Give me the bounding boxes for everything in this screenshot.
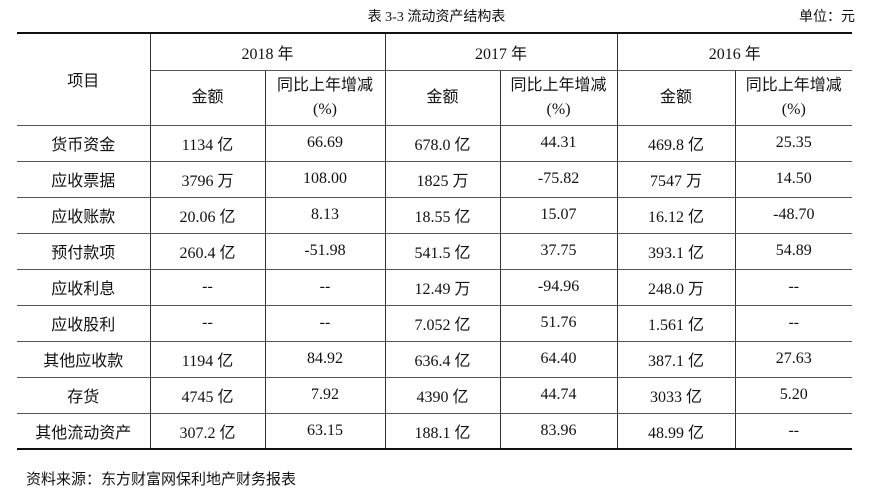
table-cell: 44.31 <box>499 125 618 162</box>
table-cell: 63.15 <box>264 413 386 450</box>
table-cell: 636.4 亿 <box>384 341 501 378</box>
table-cell: 188.1 亿 <box>384 413 501 450</box>
table-cell: -- <box>149 305 266 342</box>
column-header: 金额 <box>384 70 501 126</box>
table-cell: -48.70 <box>734 197 853 234</box>
table-cell: 18.55 亿 <box>384 197 501 234</box>
table-cell: 1825 万 <box>384 161 501 198</box>
table-cell: 260.4 亿 <box>149 233 266 270</box>
table-cell: 4390 亿 <box>384 377 501 414</box>
column-header: 金额 <box>616 70 736 126</box>
year-header: 2018 年 <box>149 32 386 71</box>
asset-table: 项目 2018 年 2017 年 2016 年金额 同比上年增减(%) 金额 同比上年增减(… <box>17 32 853 450</box>
table-cell: 16.12 亿 <box>616 197 736 234</box>
table-cell: 307.2 亿 <box>149 413 266 450</box>
table-cell: 1.561 亿 <box>616 305 736 342</box>
row-label: 其他应收款 <box>17 341 151 378</box>
data-row: 应收股利 -- -- 7.052 亿 51.76 1.561 亿 -- <box>17 305 853 342</box>
table-cell: -- <box>734 413 853 450</box>
table-cell: 248.0 万 <box>616 269 736 306</box>
table-cell: 7.92 <box>264 377 386 414</box>
column-header: 同比上年增减(%) <box>264 70 386 126</box>
table-cell: -51.98 <box>264 233 386 270</box>
data-row: 货币资金 1134 亿 66.69 678.0 亿 44.31 469.8 亿 25.35 <box>17 125 853 162</box>
table-cell: 1134 亿 <box>149 125 266 162</box>
table-cell: 84.92 <box>264 341 386 378</box>
table-cell: -- <box>149 269 266 306</box>
row-label: 应收账款 <box>17 197 151 234</box>
row-label: 预付款项 <box>17 233 151 270</box>
column-header: 同比上年增减(%) <box>499 70 618 126</box>
table-cell: 469.8 亿 <box>616 125 736 162</box>
column-header: 同比上年增减(%) <box>734 70 853 126</box>
table-cell: 3796 万 <box>149 161 266 198</box>
table-cell: 27.63 <box>734 341 853 378</box>
table-cell: 3033 亿 <box>616 377 736 414</box>
source-note: 资料来源：东方财富网保利地产财务报表 <box>26 472 297 488</box>
table-cell: 393.1 亿 <box>616 233 736 270</box>
table-cell: 15.07 <box>499 197 618 234</box>
table-cell: 8.13 <box>264 197 386 234</box>
table-cell: 7.052 亿 <box>384 305 501 342</box>
table-cell: 25.35 <box>734 125 853 162</box>
table-cell: 37.75 <box>499 233 618 270</box>
column-header: 项目 <box>17 32 151 126</box>
data-row: 应收利息 -- -- 12.49 万 -94.96 248.0 万 -- <box>17 269 853 306</box>
data-row: 应收账款 20.06 亿 8.13 18.55 亿 15.07 16.12 亿 -48.70 <box>17 197 853 234</box>
table-cell: -- <box>264 269 386 306</box>
data-row: 其他应收款 1194 亿 84.92 636.4 亿 64.40 387.1 亿 27.63 <box>17 341 853 378</box>
header-row: 项目 2018 年 2017 年 2016 年 <box>17 32 853 126</box>
table-cell: 44.74 <box>499 377 618 414</box>
table-cell: -- <box>734 269 853 306</box>
data-row: 存货 4745 亿 7.92 4390 亿 44.74 3033 亿 5.20 <box>17 377 853 414</box>
table-cell: -94.96 <box>499 269 618 306</box>
table-cell: 66.69 <box>264 125 386 162</box>
row-label: 存货 <box>17 377 151 414</box>
table-title: 表 3-3 流动资产结构表 <box>367 10 506 25</box>
data-row: 其他流动资产 307.2 亿 63.15 188.1 亿 83.96 48.99 亿 -- <box>17 413 853 450</box>
table-cell: 48.99 亿 <box>616 413 736 450</box>
row-label: 应收票据 <box>17 161 151 198</box>
unit-label: 单位：元 <box>799 10 855 25</box>
table-cell: 64.40 <box>499 341 618 378</box>
table-cell: 387.1 亿 <box>616 341 736 378</box>
row-label: 应收股利 <box>17 305 151 342</box>
table-cell: 678.0 亿 <box>384 125 501 162</box>
table-cell: 541.5 亿 <box>384 233 501 270</box>
table-cell: 14.50 <box>734 161 853 198</box>
table-cell: -- <box>734 305 853 342</box>
table-cell: -- <box>264 305 386 342</box>
column-header: 金额 <box>150 70 266 126</box>
row-label: 货币资金 <box>17 125 151 162</box>
data-row: 预付款项 260.4 亿 -51.98 541.5 亿 37.75 393.1 亿 54.8… <box>17 233 853 270</box>
data-row: 应收票据 3796 万 108.00 1825 万 -75.82 7547 万 14.50 <box>17 161 853 198</box>
table-cell: 54.89 <box>734 233 853 270</box>
table-cell: 51.76 <box>499 305 618 342</box>
table-cell: 83.96 <box>499 413 618 450</box>
table-cell: 7547 万 <box>616 161 736 198</box>
row-label: 应收利息 <box>17 269 151 306</box>
table-cell: 5.20 <box>734 377 853 414</box>
year-header: 2016 年 <box>616 32 853 71</box>
table-cell: 20.06 亿 <box>149 197 266 234</box>
row-label: 其他流动资产 <box>17 413 151 450</box>
table-cell: 12.49 万 <box>384 269 501 306</box>
year-header: 2017 年 <box>384 32 618 71</box>
table-cell: 1194 亿 <box>149 341 266 378</box>
table-cell: 108.00 <box>264 161 386 198</box>
table-cell: -75.82 <box>499 161 618 198</box>
header-row: 金额 同比上年增减(%) 金额 同比上年增减(%) 金额 同比上年增减(%) <box>17 70 853 126</box>
table-cell: 4745 亿 <box>149 377 266 414</box>
